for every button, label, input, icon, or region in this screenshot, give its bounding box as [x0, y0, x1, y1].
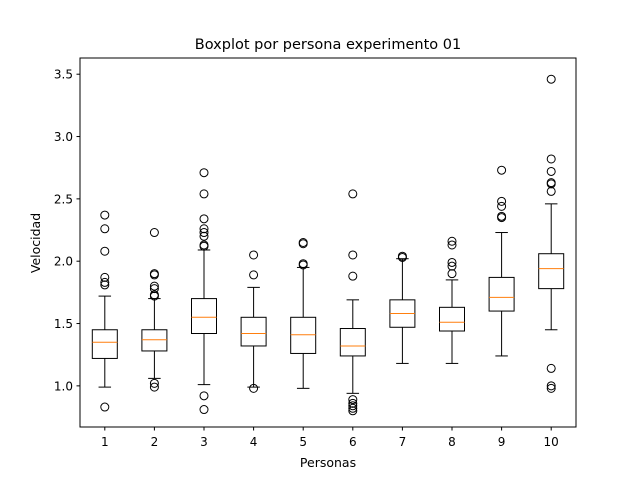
chart-title: Boxplot por persona experimento 01 [195, 37, 461, 53]
outlier-point [546, 154, 556, 164]
outlier-point [447, 236, 457, 246]
box [290, 316, 317, 354]
x-tick-label: 10 [544, 435, 559, 449]
box-group [191, 168, 217, 415]
outlier-point [298, 259, 308, 269]
outlier-point [497, 165, 507, 175]
outlier-point [546, 166, 556, 176]
outlier-point [348, 398, 358, 408]
box [339, 328, 366, 357]
box [439, 306, 465, 332]
x-tick-label: 7 [399, 435, 407, 449]
outlier-point [497, 201, 507, 211]
outlier-point [199, 231, 209, 241]
outlier-point [546, 74, 556, 84]
outlier-point [497, 196, 507, 206]
outlier-point [149, 378, 159, 388]
x-tick-label: 9 [498, 435, 506, 449]
outlier-point [348, 189, 358, 199]
y-tick-label: 3.0 [54, 130, 73, 144]
outlier-point [199, 240, 209, 250]
y-tick-label: 1.5 [54, 317, 73, 331]
outlier-point [447, 240, 457, 250]
box [240, 316, 267, 347]
outlier-point [149, 281, 159, 291]
outlier-point [199, 214, 209, 224]
box-group [91, 210, 118, 412]
outlier-point [100, 280, 110, 290]
outlier-point [447, 257, 457, 267]
outlier-point [397, 251, 407, 261]
x-tick-label: 5 [299, 435, 307, 449]
x-tick-label: 3 [200, 435, 208, 449]
outlier-point [100, 210, 110, 220]
outlier-point [249, 383, 259, 393]
outlier-point [249, 270, 259, 280]
box [91, 329, 118, 359]
outlier-point [199, 189, 209, 199]
box-group [389, 251, 416, 364]
y-tick-label: 2.0 [54, 255, 73, 269]
box-group [538, 74, 565, 393]
outlier-point [199, 168, 209, 178]
outlier-point [497, 211, 507, 221]
x-tick-label: 1 [101, 435, 109, 449]
outlier-point [149, 228, 159, 238]
outlier-point [100, 277, 110, 287]
outlier-point [348, 271, 358, 281]
axes-frame [79, 57, 577, 428]
outlier-point [199, 228, 209, 238]
outlier-point [199, 405, 209, 415]
outlier-point [447, 261, 457, 271]
outlier-point [348, 401, 358, 411]
outlier-point [546, 383, 556, 393]
y-tick-label: 2.5 [54, 192, 73, 206]
outlier-point [100, 402, 110, 412]
outlier-point [546, 363, 556, 373]
box [141, 329, 168, 352]
outlier-point [100, 246, 110, 256]
outlier-point [199, 391, 209, 401]
outlier-point [348, 406, 358, 416]
box-group [240, 250, 267, 393]
box [191, 298, 217, 335]
outlier-point [298, 238, 308, 247]
outlier-point [546, 178, 556, 188]
outlier-point [149, 382, 159, 392]
box-group [290, 238, 317, 389]
y-tick-label: 1.0 [54, 379, 73, 393]
outlier-point [546, 381, 556, 391]
y-axis-label: Velocidad [28, 213, 43, 273]
box-group [439, 236, 465, 364]
x-tick-label: 2 [151, 435, 159, 449]
x-tick-label: 6 [349, 435, 357, 449]
outlier-point [348, 395, 358, 405]
outlier-point [546, 186, 556, 196]
plot-area [91, 74, 565, 416]
outlier-point [100, 272, 110, 282]
outlier-point [447, 269, 457, 279]
x-tick-label: 8 [448, 435, 456, 449]
outlier-point [149, 269, 159, 279]
outlier-point [100, 224, 110, 234]
box [538, 253, 565, 290]
outlier-point [199, 224, 209, 234]
box [488, 276, 515, 312]
x-axis: 1 2 3 4 5 6 7 8 9 10 [101, 427, 559, 449]
outlier-point [348, 403, 358, 413]
x-tick-label: 4 [250, 435, 258, 449]
outlier-point [249, 250, 259, 260]
outlier-point [348, 250, 358, 260]
box-group [141, 228, 168, 392]
x-axis-label: Personas [300, 455, 356, 470]
y-tick-label: 3.5 [54, 68, 73, 82]
box-group [339, 189, 366, 416]
outlier-point [149, 290, 159, 300]
outlier-point [149, 284, 159, 294]
box-group [488, 165, 515, 357]
y-axis: 1.0 1.5 2.0 2.5 3.0 3.5 [54, 68, 80, 393]
